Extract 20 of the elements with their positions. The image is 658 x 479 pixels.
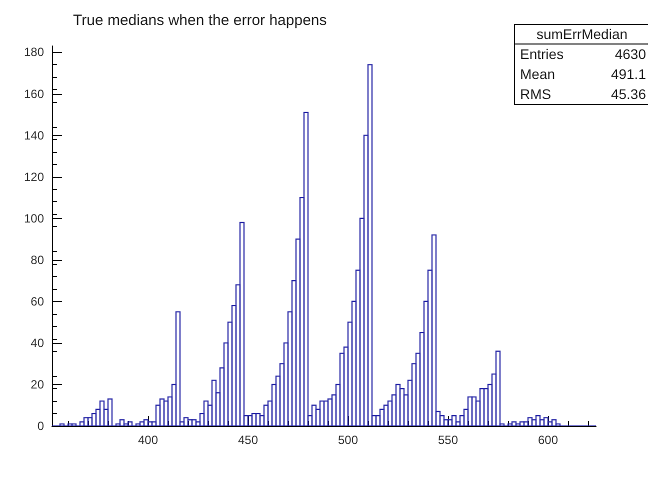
y-tick-label: 120 <box>24 170 44 184</box>
y-tick-label: 80 <box>30 252 44 267</box>
y-tick-label: 40 <box>30 336 44 350</box>
y-tick-label: 160 <box>24 86 44 101</box>
text: Entries 4630 <box>520 46 646 62</box>
chart-title: True medians when the error happens <box>73 12 327 29</box>
text: sumErrMedian <box>536 26 628 42</box>
x-tick-label: 500 <box>338 433 358 447</box>
y-tick-label: 180 <box>24 45 44 60</box>
x-tick-label: 400 <box>138 433 158 447</box>
x-tick-label: 550 <box>438 433 458 447</box>
y-tick-label: 60 <box>30 294 44 308</box>
y-tick-label: 0 <box>37 419 44 433</box>
y-tick-label: 100 <box>24 211 44 226</box>
text: Mean 491.1 <box>520 66 646 82</box>
y-tick-label: 20 <box>30 377 44 392</box>
x-tick-label: 450 <box>238 433 258 447</box>
y-tick-label: 140 <box>24 128 44 142</box>
text: RMS 45.36 <box>520 86 646 102</box>
x-tick-label: 600 <box>538 433 558 447</box>
